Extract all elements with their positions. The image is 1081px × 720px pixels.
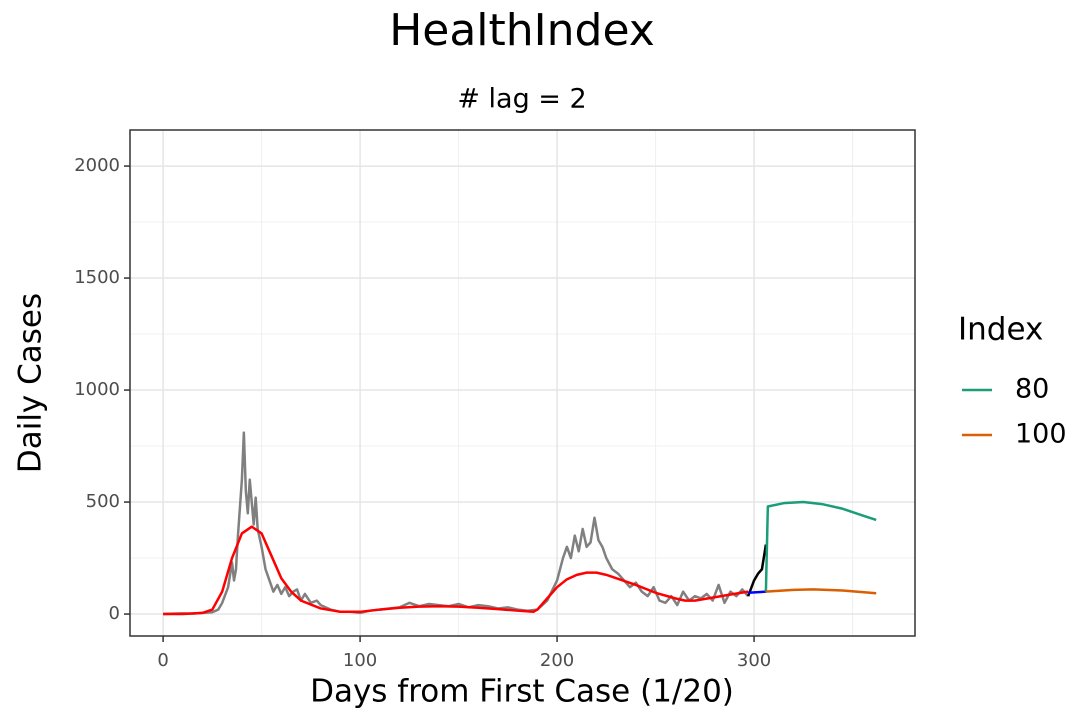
series-line [748, 590, 766, 595]
chart-subtitle: # lag = 2 [457, 84, 586, 115]
y-tick-label: 500 [86, 491, 120, 512]
series-line [163, 431, 750, 616]
chart-title: HealthIndex [389, 5, 655, 56]
y-axis-label: Daily Cases [13, 293, 49, 473]
plot-border [129, 129, 916, 637]
series-line [764, 500, 877, 592]
series-line [163, 525, 749, 616]
x-tick-label: 0 [157, 650, 168, 671]
legend-label: 80 [1015, 374, 1049, 405]
y-tick-label: 1500 [74, 267, 120, 288]
x-tick-label: 300 [737, 650, 771, 671]
y-tick-label: 0 [109, 603, 120, 624]
x-tick-label: 100 [343, 650, 377, 671]
legend-label: 100 [1015, 419, 1067, 450]
series-line [746, 544, 768, 597]
y-tick-label: 1000 [74, 379, 120, 400]
y-tick-label: 2000 [74, 155, 120, 176]
x-tick-label: 200 [540, 650, 574, 671]
x-axis-label: Days from First Case (1/20) [310, 674, 734, 710]
series-line [765, 588, 877, 595]
legend-title: Index [958, 312, 1043, 348]
